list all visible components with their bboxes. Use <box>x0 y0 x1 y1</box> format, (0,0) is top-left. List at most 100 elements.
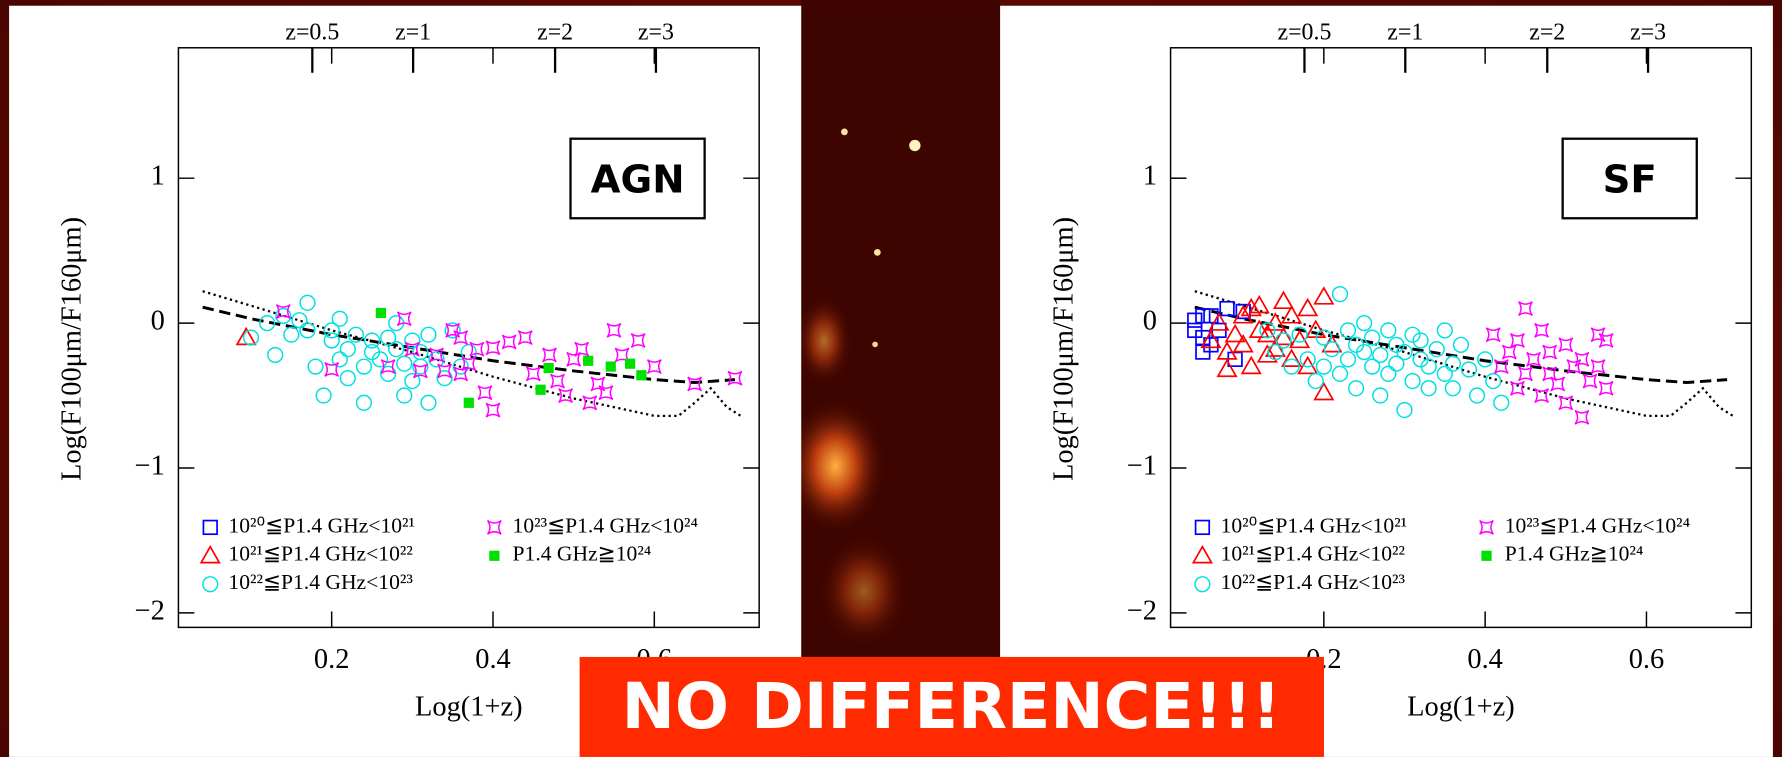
marker-circle <box>420 326 437 343</box>
marker-star <box>1518 366 1533 382</box>
marker-circle <box>355 358 373 375</box>
legend-label: 10²²≦P1.4 GHz<10²³ <box>1221 570 1406 594</box>
marker-star <box>1590 327 1606 343</box>
marker-circle <box>339 370 356 387</box>
marker-circle <box>1404 372 1421 390</box>
x-tick-label: 0.2 <box>314 644 350 675</box>
marker-circle <box>1372 387 1389 404</box>
marker-circle <box>242 329 260 346</box>
chart: 0.20.40.6−2−101z=0.5z=1z=2z=3Log(1+z)Log… <box>56 20 760 723</box>
top-tick-label: z=0.5 <box>1278 20 1332 46</box>
marker-circle <box>420 394 437 411</box>
chart: 0.20.40.6−2−101z=0.5z=1z=2z=3Log(1+z)Log… <box>1049 20 1753 723</box>
marker-triangle <box>1200 329 1222 349</box>
marker-circle <box>1436 365 1453 382</box>
marker-circle <box>291 312 308 329</box>
marker-star <box>582 395 598 411</box>
marker-triangle <box>1272 326 1295 346</box>
y-tick-label: −1 <box>1127 451 1157 482</box>
marker-circle <box>1468 387 1486 404</box>
marker-star <box>486 519 502 535</box>
marker-triangle <box>1313 381 1335 401</box>
marker-star <box>380 359 396 375</box>
marker-triangle <box>1224 323 1246 343</box>
x-tick-label: 0.4 <box>1467 644 1503 675</box>
marker-square <box>202 519 218 536</box>
marker-star <box>606 322 622 338</box>
top-tick-label: z=3 <box>1630 20 1666 46</box>
marker-star <box>1574 409 1590 425</box>
marker-circle <box>1420 358 1437 375</box>
marker-circle <box>1493 394 1510 411</box>
marker-circle <box>1380 322 1397 339</box>
marker-circle <box>1396 401 1413 419</box>
marker-circle <box>1356 314 1373 332</box>
marker-circle <box>1372 346 1389 364</box>
marker-star <box>396 311 412 327</box>
marker-circle <box>1388 355 1405 372</box>
marker-star <box>646 359 662 375</box>
marker-star <box>477 385 493 401</box>
marker-circle <box>396 387 413 404</box>
marker-star <box>598 385 614 401</box>
marker-star <box>1590 359 1606 375</box>
marker-square <box>1187 312 1203 328</box>
marker-star <box>727 370 743 386</box>
top-tick-label: z=1 <box>1387 20 1423 46</box>
marker-circle <box>1444 380 1462 397</box>
marker-circle <box>1436 322 1453 339</box>
marker-circle <box>412 358 429 375</box>
marker-star <box>453 330 469 346</box>
marker-star <box>542 347 557 363</box>
marker-circle <box>1420 380 1437 397</box>
marker-star <box>324 362 340 377</box>
marker-star <box>461 356 477 372</box>
legend-label: 10²¹≦P1.4 GHz<10²² <box>1221 542 1405 566</box>
marker-circle <box>380 365 397 382</box>
marker-circle <box>275 307 292 324</box>
annotation-box <box>569 137 706 220</box>
marker-star <box>1534 388 1550 403</box>
marker-circle <box>1267 343 1284 361</box>
annotation: SF <box>1603 157 1657 202</box>
marker-star <box>558 388 574 403</box>
marker-circle <box>404 372 421 390</box>
marker-circle <box>1452 336 1470 353</box>
marker-filled-square <box>636 370 647 381</box>
marker-circle <box>388 341 405 358</box>
y-tick-label: 0 <box>151 306 165 337</box>
model-curve <box>1194 290 1736 419</box>
marker-star <box>1479 519 1494 535</box>
marker-star <box>1598 380 1614 396</box>
marker-star <box>404 341 420 357</box>
marker-star <box>1550 376 1566 392</box>
marker-filled-square <box>625 358 636 369</box>
x-axis-label: Log(1+z) <box>415 692 523 723</box>
marker-star <box>687 376 703 392</box>
marker-star <box>630 333 646 348</box>
marker-circle <box>1275 332 1292 349</box>
marker-circle <box>299 294 316 311</box>
marker-circle <box>323 322 340 339</box>
marker-star <box>469 341 485 357</box>
marker-filled-square <box>535 384 546 395</box>
marker-circle <box>323 332 340 349</box>
marker-circle <box>1331 365 1349 382</box>
marker-circle <box>1315 329 1332 346</box>
legend-label: 10²¹≦P1.4 GHz<10²² <box>228 542 412 566</box>
marker-circle <box>1485 372 1502 390</box>
marker-circle <box>371 351 389 368</box>
marker-triangle <box>1281 305 1303 324</box>
model-curve <box>202 290 744 419</box>
marker-star <box>1582 373 1598 389</box>
marker-circle <box>404 332 421 349</box>
marker-triangle <box>1313 286 1335 305</box>
marker-star <box>1518 301 1533 317</box>
marker-star <box>590 376 606 392</box>
marker-circle <box>1339 322 1357 339</box>
marker-star <box>1558 395 1574 411</box>
annotation-box <box>1561 137 1698 220</box>
marker-circle <box>1380 365 1397 382</box>
marker-circle <box>1323 341 1341 358</box>
marker-circle <box>331 351 348 368</box>
